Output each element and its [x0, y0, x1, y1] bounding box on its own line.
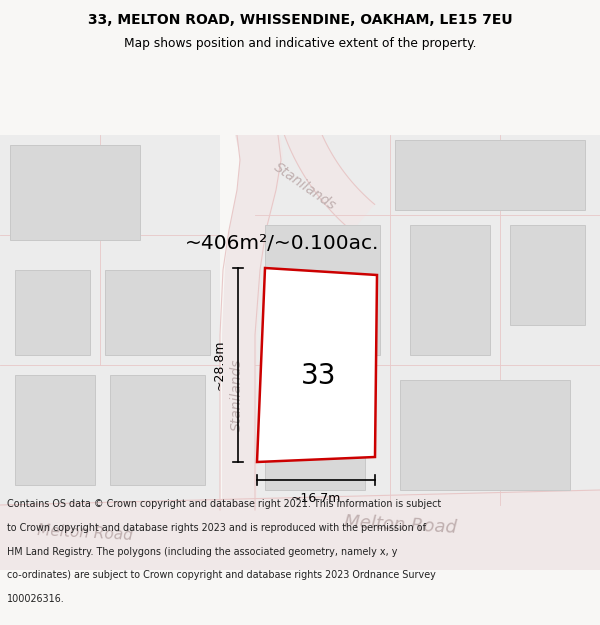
- Text: 33: 33: [301, 361, 336, 389]
- Polygon shape: [255, 135, 600, 505]
- Bar: [410, 225, 490, 355]
- Bar: [395, 140, 585, 210]
- Text: Melton Road: Melton Road: [37, 523, 133, 543]
- Text: co-ordinates) are subject to Crown copyright and database rights 2023 Ordnance S: co-ordinates) are subject to Crown copyr…: [7, 571, 436, 581]
- Text: Map shows position and indicative extent of the property.: Map shows position and indicative extent…: [124, 38, 476, 51]
- Bar: [400, 380, 570, 490]
- Text: 100026316.: 100026316.: [7, 594, 65, 604]
- Polygon shape: [270, 0, 374, 231]
- Text: Stanilands: Stanilands: [230, 359, 244, 431]
- Bar: [15, 270, 90, 355]
- Text: HM Land Registry. The polygons (including the associated geometry, namely x, y: HM Land Registry. The polygons (includin…: [7, 547, 398, 557]
- Text: ~406m²/~0.100ac.: ~406m²/~0.100ac.: [185, 234, 379, 253]
- Bar: [110, 375, 205, 485]
- Bar: [10, 145, 140, 240]
- Polygon shape: [0, 135, 220, 505]
- Text: ~16.7m: ~16.7m: [291, 492, 341, 505]
- Bar: [510, 225, 585, 325]
- Polygon shape: [257, 268, 377, 462]
- Bar: [265, 380, 365, 490]
- Text: Contains OS data © Crown copyright and database right 2021. This information is : Contains OS data © Crown copyright and d…: [7, 499, 442, 509]
- Bar: [105, 270, 210, 355]
- Bar: [15, 375, 95, 485]
- Text: 33, MELTON ROAD, WHISSENDINE, OAKHAM, LE15 7EU: 33, MELTON ROAD, WHISSENDINE, OAKHAM, LE…: [88, 12, 512, 27]
- Polygon shape: [0, 490, 600, 570]
- Text: ~28.8m: ~28.8m: [213, 340, 226, 390]
- Text: Stanilands: Stanilands: [271, 161, 339, 214]
- Polygon shape: [222, 135, 283, 505]
- Text: to Crown copyright and database rights 2023 and is reproduced with the permissio: to Crown copyright and database rights 2…: [7, 523, 426, 533]
- Bar: [265, 225, 380, 355]
- Text: Melton Road: Melton Road: [343, 513, 457, 537]
